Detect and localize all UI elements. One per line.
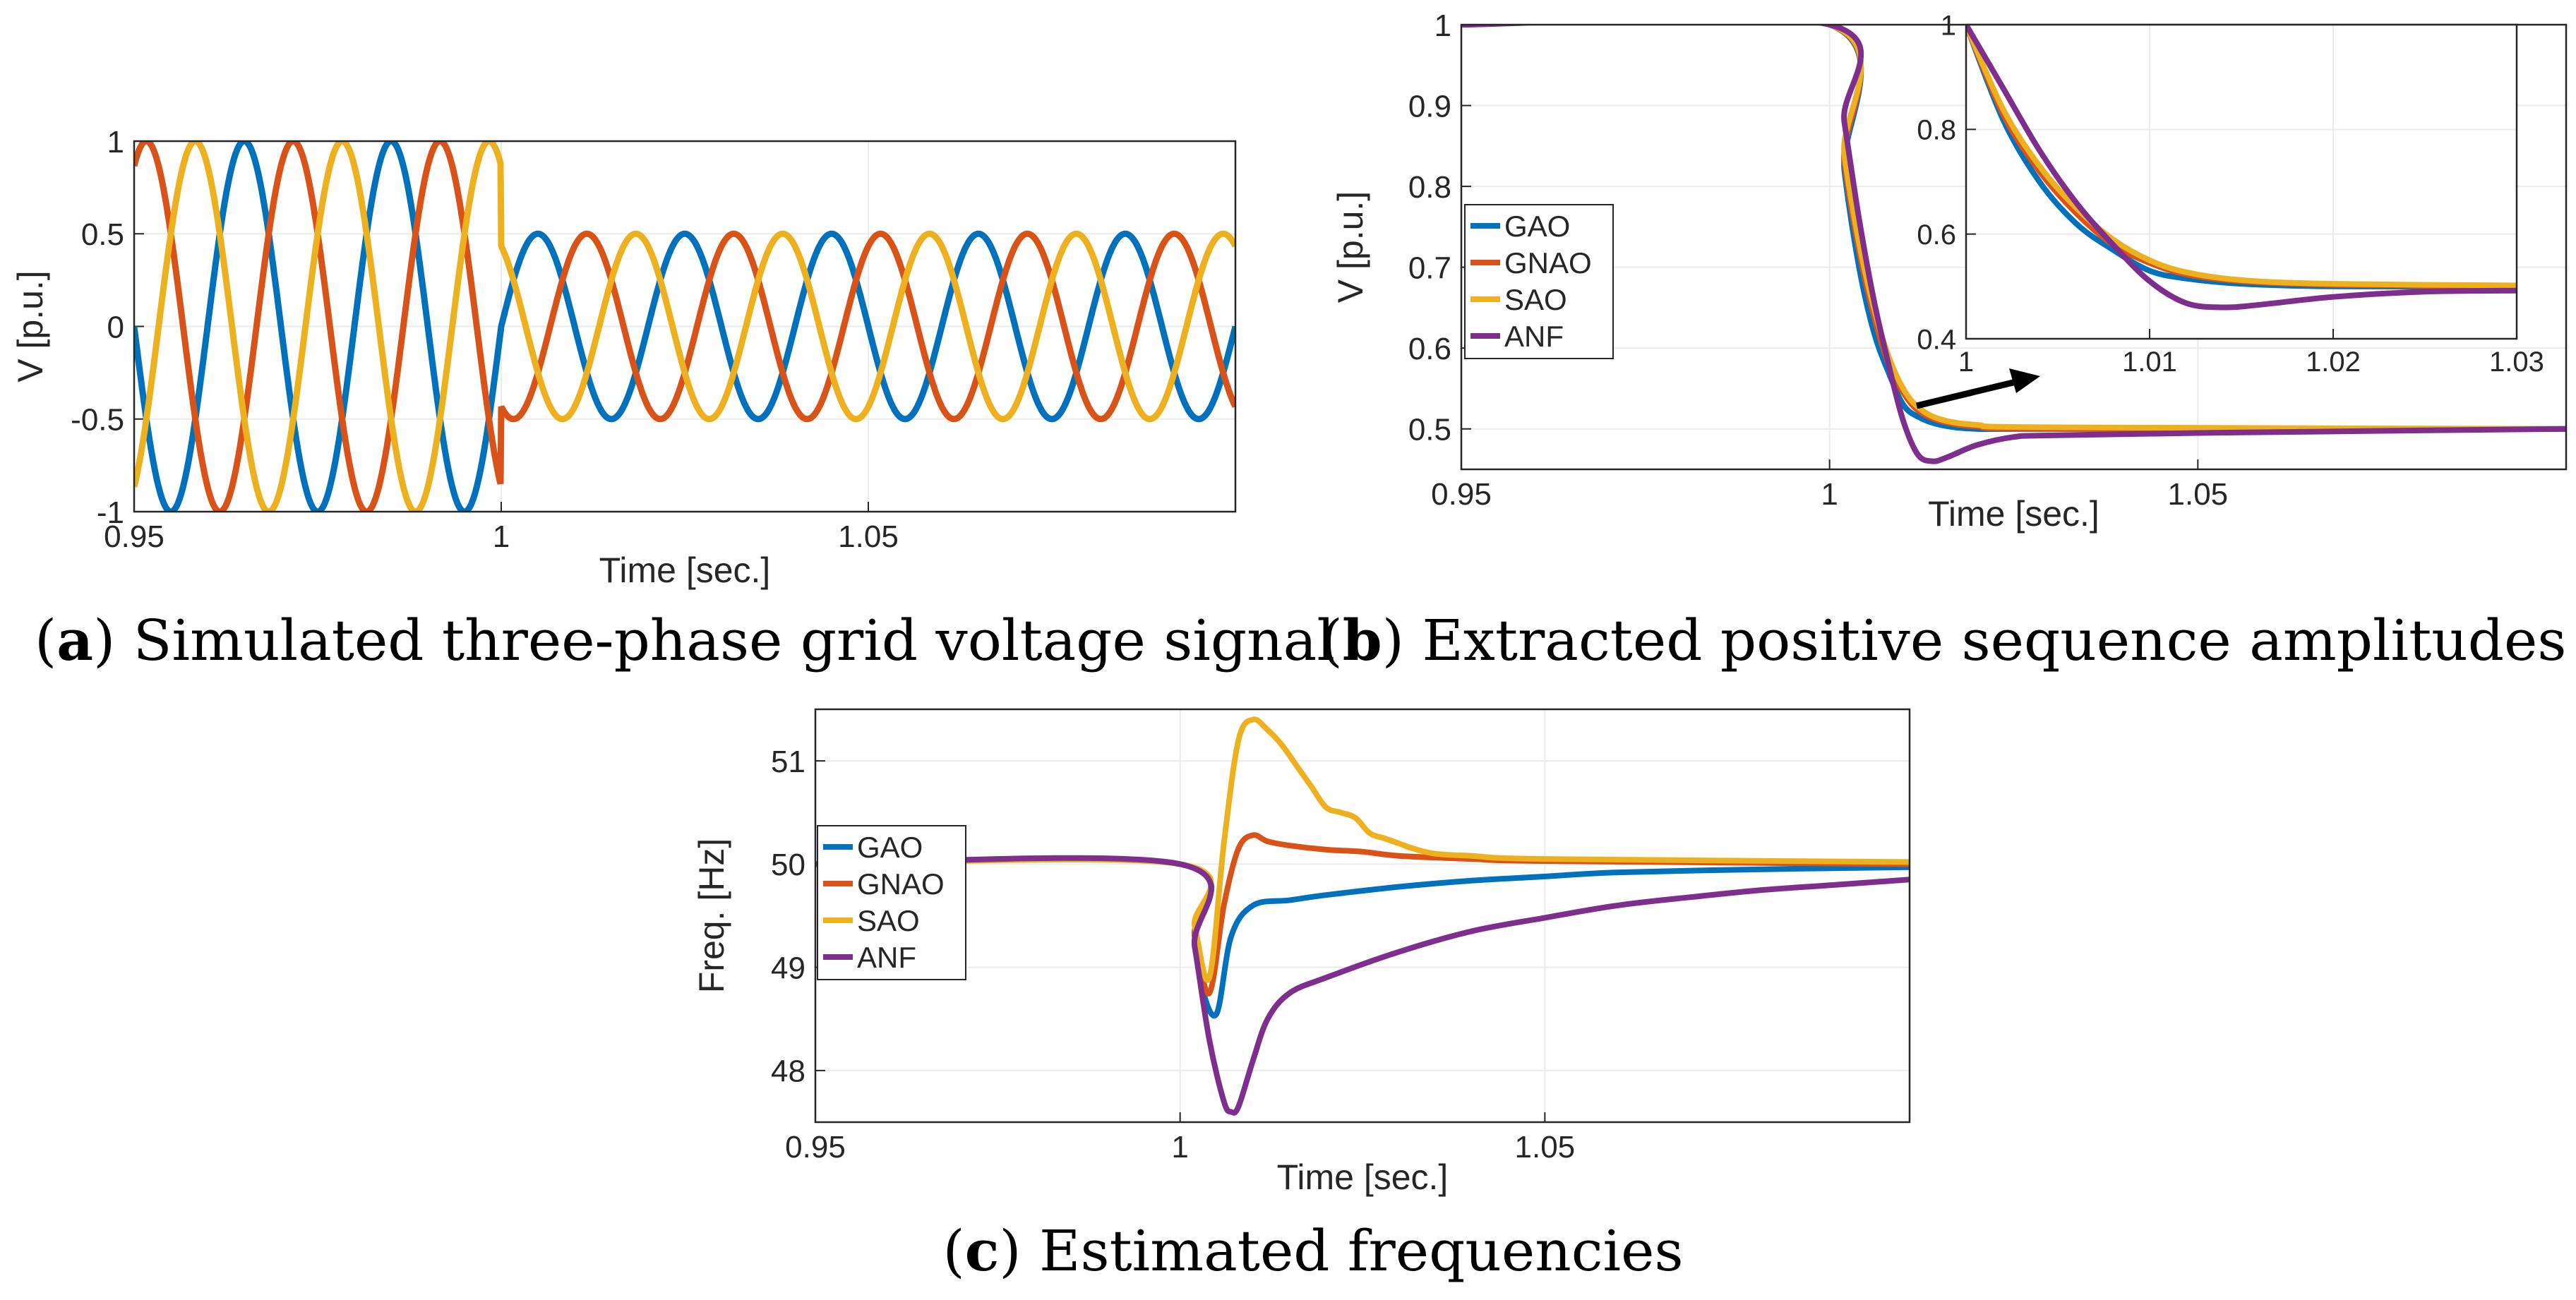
c-ytick-label-1: 49 bbox=[771, 951, 805, 985]
c-ylabel: Freq. [Hz] bbox=[692, 838, 731, 993]
c-ytick-label-3: 51 bbox=[771, 745, 805, 779]
b-inset-xtick-label-1: 1.01 bbox=[2122, 347, 2177, 378]
b-legend-box bbox=[1464, 204, 1614, 359]
caption-b-text: ) Extracted positive sequence amplitudes bbox=[1382, 608, 2567, 673]
b-ytick-label-5: 1 bbox=[1434, 8, 1451, 43]
a-ytick-label-0: -1 bbox=[97, 495, 124, 530]
panel-b: 0.95 1 1.05 0.5 0.6 0.7 0.8 0.9 1 Time [sec.] V [p… bbox=[1331, 8, 2568, 534]
c-xtick-label-0: 0.95 bbox=[785, 1130, 846, 1164]
b-series-anf bbox=[1461, 25, 2566, 464]
b-inset-ytick-label-2: 0.8 bbox=[1917, 115, 1956, 146]
c-legend-box bbox=[817, 825, 966, 980]
panel-a: 0.95 1 1.05 -1 -0.5 0 0.5 1 Time [sec.] V [p.u.] bbox=[11, 125, 1237, 590]
a-xtick-label-1: 1 bbox=[493, 519, 510, 554]
b-ytick-label-3: 0.8 bbox=[1408, 170, 1451, 205]
c-xtick-label-1: 1 bbox=[1171, 1130, 1188, 1164]
b-legend-label-sao: SAO bbox=[1504, 283, 1567, 316]
panel-c: 0.95 1 1.05 48 49 50 51 Time [sec.] Freq. [Hz] GA… bbox=[692, 708, 1911, 1197]
c-plot-area bbox=[815, 709, 1910, 1122]
b-xtick-label-1: 1 bbox=[1821, 477, 1838, 512]
caption-c-letter: c bbox=[965, 1217, 1000, 1284]
b-inset-xtick-label-3: 1.03 bbox=[2489, 347, 2544, 378]
c-legend-label-sao: SAO bbox=[857, 904, 920, 937]
b-xlabel: Time [sec.] bbox=[1928, 494, 2099, 534]
caption-c-open: ( bbox=[942, 1218, 964, 1284]
b-arrow-head bbox=[2009, 368, 2040, 393]
c-ytick-label-2: 50 bbox=[771, 848, 805, 882]
b-inset-xtick-label-2: 1.02 bbox=[2306, 347, 2361, 378]
b-inset: 1 1.01 1.02 1.03 0.4 0.6 0.8 1 bbox=[1917, 10, 2544, 378]
c-ytick-label-0: 48 bbox=[771, 1054, 805, 1089]
c-frame bbox=[814, 708, 1911, 1124]
b-ytick-label-1: 0.6 bbox=[1408, 332, 1451, 366]
a-xtick-label-0: 0.95 bbox=[104, 519, 164, 554]
a-ylabel: V [p.u.] bbox=[11, 270, 50, 382]
a-series-phase-1 bbox=[134, 141, 1235, 512]
b-inset-ytick-label-3: 1 bbox=[1941, 10, 1956, 41]
a-ytick-label-4: 1 bbox=[107, 125, 124, 160]
a-xtick-label-2: 1.05 bbox=[838, 519, 899, 554]
b-ytick-label-2: 0.7 bbox=[1408, 251, 1451, 285]
caption-a-open: ( bbox=[35, 608, 56, 673]
b-ytick-label-4: 0.9 bbox=[1408, 89, 1451, 124]
a-xlabel: Time [sec.] bbox=[599, 550, 771, 590]
caption-b-open: ( bbox=[1321, 608, 1343, 673]
caption-b-letter: b bbox=[1343, 607, 1382, 673]
a-ytick-label-3: 0.5 bbox=[81, 217, 124, 252]
b-legend-label-gao: GAO bbox=[1504, 210, 1570, 243]
c-legend-label-gnao: GNAO bbox=[857, 867, 945, 901]
caption-c: (c) Estimated frequencies bbox=[942, 1217, 1683, 1284]
a-frame bbox=[133, 140, 1237, 513]
c-xtick-label-2: 1.05 bbox=[1515, 1130, 1576, 1164]
b-legend-label-gnao: GNAO bbox=[1504, 246, 1592, 279]
caption-a-letter: a bbox=[56, 607, 93, 673]
b-legend-label-anf: ANF bbox=[1504, 320, 1564, 353]
b-xtick-label-0: 0.95 bbox=[1431, 477, 1492, 512]
b-ylabel: V [p.u.] bbox=[1331, 191, 1370, 303]
b-inset-frame bbox=[1965, 23, 2518, 340]
b-xtick-label-2: 1.05 bbox=[2168, 477, 2229, 512]
c-xlabel: Time [sec.] bbox=[1277, 1157, 1449, 1197]
b-arrow-line bbox=[1915, 378, 2020, 409]
b-inset-ytick-label-0: 0.4 bbox=[1917, 324, 1956, 355]
caption-a-text: ) Simulated three-phase grid voltage sig… bbox=[93, 608, 1335, 673]
caption-b: (b) Extracted positive sequence amplitud… bbox=[1321, 607, 2567, 673]
c-legend-label-anf: ANF bbox=[857, 941, 916, 974]
caption-a: (a) Simulated three-phase grid voltage s… bbox=[35, 607, 1335, 673]
b-inset-ytick-label-1: 0.6 bbox=[1917, 219, 1956, 251]
b-inset-series-sao bbox=[1966, 25, 2517, 289]
b-inset-xtick-label-0: 1 bbox=[1958, 347, 1974, 378]
b-inset-series-anf bbox=[1966, 25, 2517, 311]
a-series-phase-3 bbox=[134, 141, 1235, 512]
c-legend-label-gao: GAO bbox=[857, 831, 923, 864]
caption-c-text: ) Estimated frequencies bbox=[999, 1218, 1683, 1284]
c-series-anf bbox=[815, 855, 1910, 1116]
a-ytick-label-1: -0.5 bbox=[71, 403, 124, 438]
a-ytick-label-2: 0 bbox=[107, 310, 124, 344]
b-ytick-label-0: 0.5 bbox=[1408, 413, 1451, 447]
